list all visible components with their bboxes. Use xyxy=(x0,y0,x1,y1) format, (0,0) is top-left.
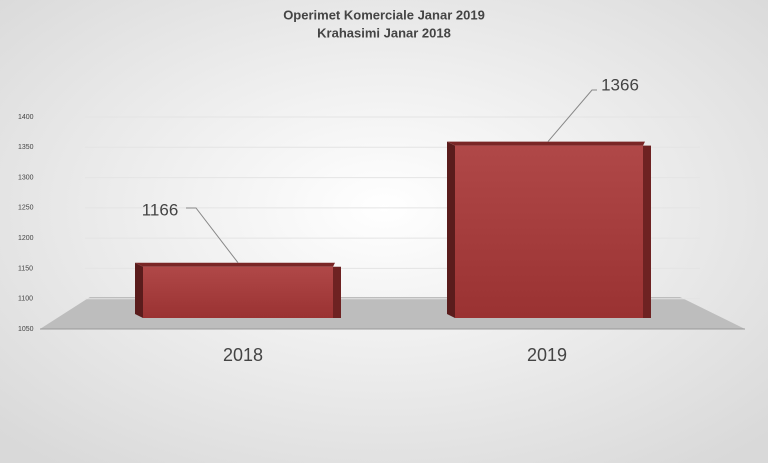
y-tick-label: 1050 xyxy=(18,326,34,333)
data-label: 1366 xyxy=(601,75,639,94)
data-label: 1166 xyxy=(142,200,179,219)
bar-edge xyxy=(333,266,341,318)
chart-title: Operimet Komerciale Janar 2019 xyxy=(283,7,485,22)
y-tick-label: 1150 xyxy=(18,265,33,272)
bar-side xyxy=(135,262,143,318)
leader-line xyxy=(186,207,239,264)
leader-line xyxy=(547,89,597,142)
y-tick-label: 1300 xyxy=(18,174,34,181)
bar-top xyxy=(135,262,335,267)
chart-subtitle: Krahasimi Janar 2018 xyxy=(317,25,451,40)
y-tick-label: 1200 xyxy=(18,235,34,242)
y-tick-label: 1400 xyxy=(18,114,34,121)
bar-edge xyxy=(643,145,651,318)
y-tick-label: 1250 xyxy=(18,205,34,212)
x-tick-label: 2019 xyxy=(527,345,567,365)
bar xyxy=(143,266,333,318)
x-tick-label: 2018 xyxy=(223,345,263,365)
y-tick-label: 1100 xyxy=(18,296,33,303)
bar xyxy=(455,145,643,318)
bar-side xyxy=(447,141,455,318)
bar-top xyxy=(447,141,645,146)
y-tick-label: 1350 xyxy=(18,144,34,151)
